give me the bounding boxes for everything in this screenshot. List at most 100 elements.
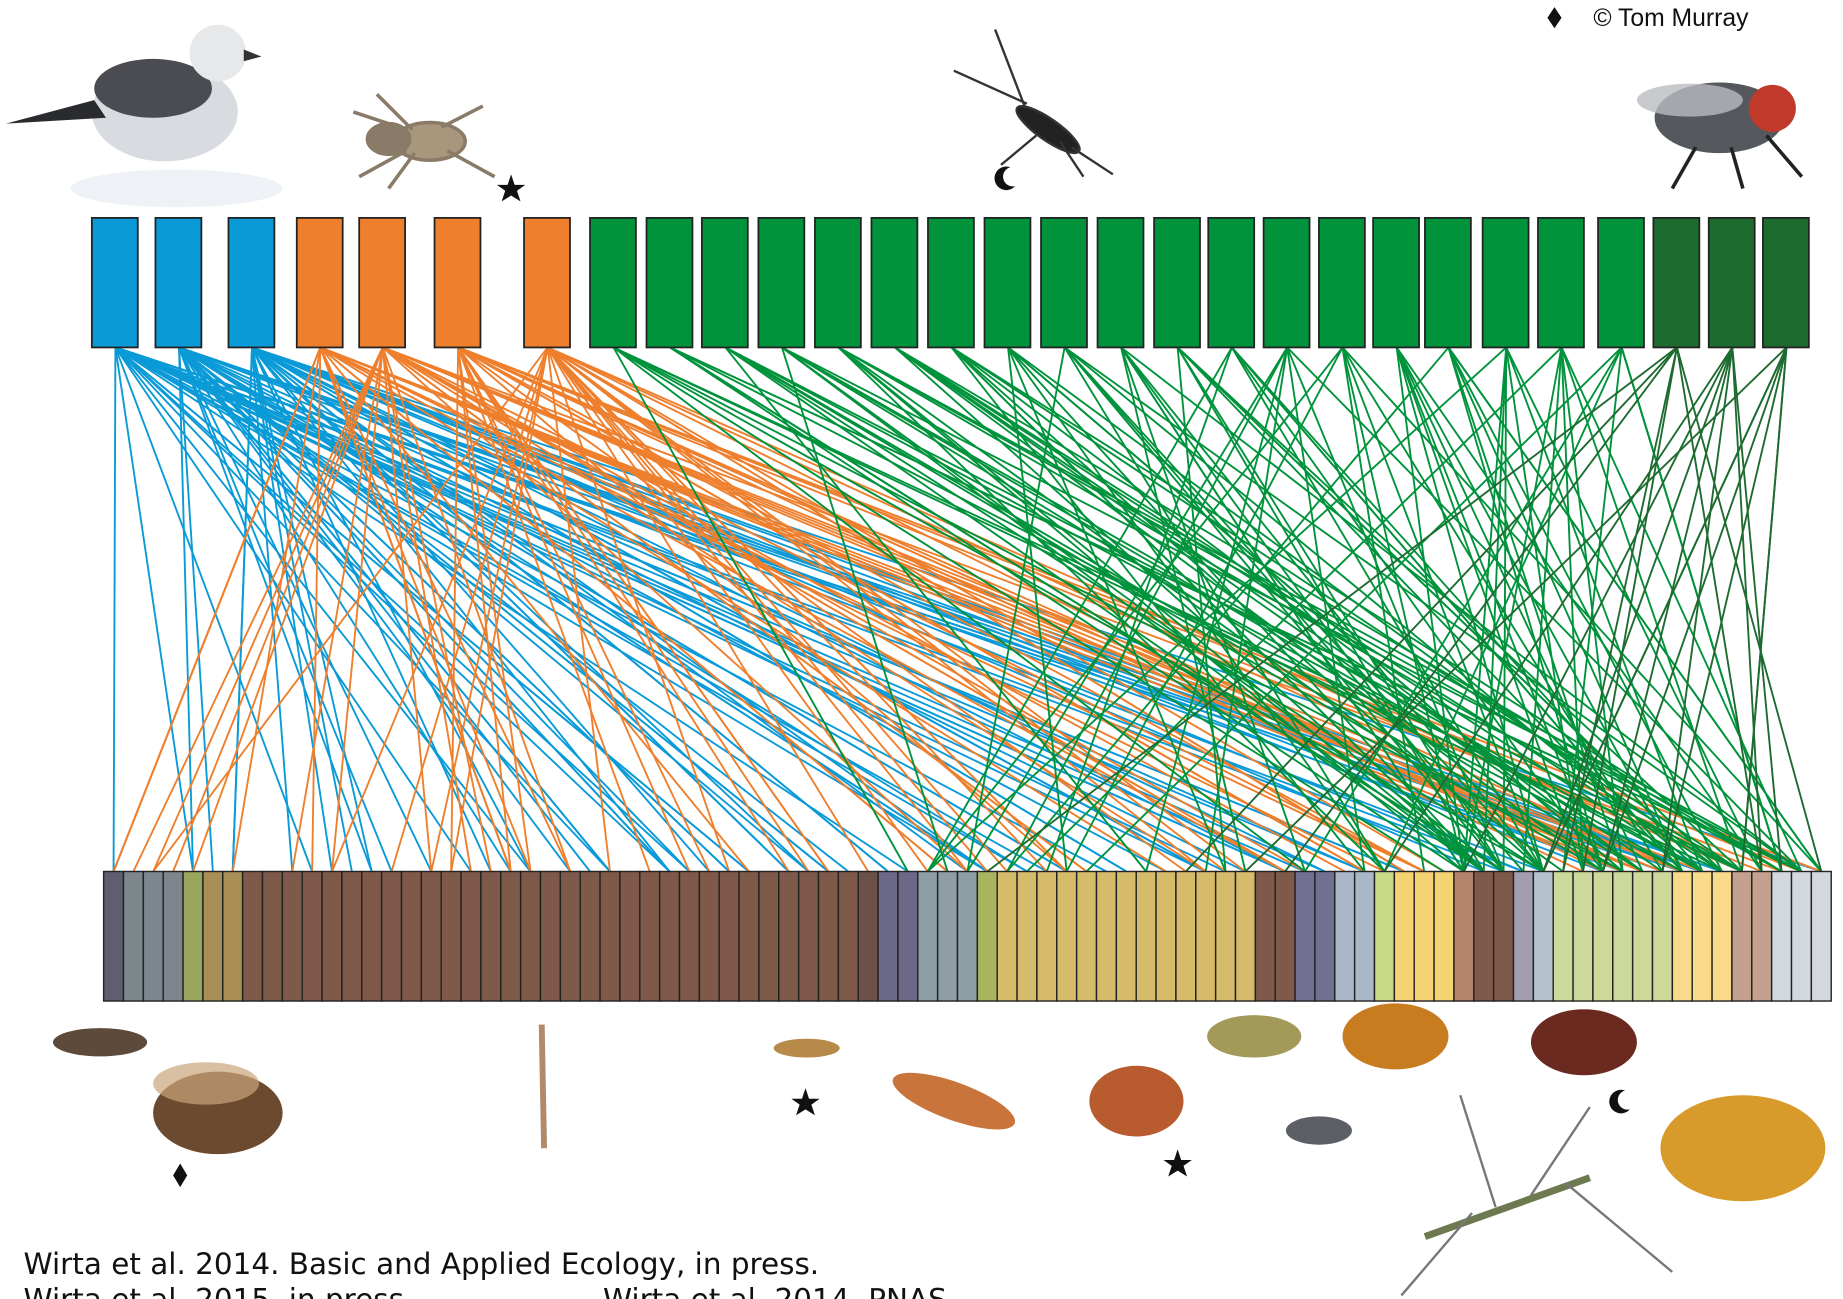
prey-node bbox=[1811, 871, 1831, 1001]
prey-node bbox=[461, 871, 481, 1001]
diamond-symbol bbox=[1547, 7, 1561, 28]
prey-node bbox=[1216, 871, 1236, 1001]
prey-node bbox=[997, 871, 1017, 1001]
predator-node bbox=[815, 218, 861, 348]
prey-node bbox=[1752, 871, 1772, 1001]
predator-node bbox=[1264, 218, 1310, 348]
prey-node bbox=[104, 871, 124, 1001]
prey-node bbox=[1633, 871, 1653, 1001]
link bbox=[1662, 347, 1732, 871]
prey-node bbox=[163, 871, 183, 1001]
prey-node bbox=[1772, 871, 1792, 1001]
prey-node bbox=[223, 871, 243, 1001]
prey-node bbox=[1156, 871, 1176, 1001]
fly-image bbox=[1637, 82, 1802, 188]
predator-node bbox=[1709, 218, 1755, 348]
predator-node bbox=[435, 218, 481, 348]
predator-node bbox=[1483, 218, 1529, 348]
predator-node bbox=[524, 218, 570, 348]
page: {"credit": "© Tom Murray", "references":… bbox=[0, 0, 1843, 1299]
predator-node bbox=[871, 218, 917, 348]
prey-node bbox=[481, 871, 501, 1001]
predator-node bbox=[1208, 218, 1254, 348]
prey-node bbox=[878, 871, 898, 1001]
prey-node bbox=[183, 871, 203, 1001]
predator-node bbox=[1763, 218, 1809, 348]
prey-node bbox=[560, 871, 580, 1001]
prey-node bbox=[600, 871, 620, 1001]
prey-node bbox=[1097, 871, 1117, 1001]
predator-node bbox=[1098, 218, 1144, 348]
star-symbol bbox=[497, 174, 525, 201]
predator-node bbox=[155, 218, 201, 348]
prey-node bbox=[262, 871, 282, 1001]
prey-node bbox=[1116, 871, 1136, 1001]
prey-node bbox=[1077, 871, 1097, 1001]
prey-node bbox=[620, 871, 640, 1001]
prey-node bbox=[898, 871, 918, 1001]
food-web: © Tom Murray bbox=[0, 0, 1843, 1299]
predator-node bbox=[702, 218, 748, 348]
prey-node bbox=[1533, 871, 1553, 1001]
prey-node bbox=[1494, 871, 1514, 1001]
predator-node bbox=[1538, 218, 1584, 348]
predator-node bbox=[1653, 218, 1699, 348]
predator-node bbox=[1319, 218, 1365, 348]
prey-node bbox=[1017, 871, 1037, 1001]
photo-credit: © Tom Murray bbox=[1593, 5, 1749, 32]
prey-node bbox=[779, 871, 799, 1001]
prey-node bbox=[838, 871, 858, 1001]
prey-nodes bbox=[104, 871, 1832, 1001]
link bbox=[1008, 347, 1623, 871]
reference: Wirta et al. 2014. PNAS bbox=[603, 1283, 947, 1299]
moon-symbol bbox=[995, 167, 1016, 191]
prey-node bbox=[1315, 871, 1335, 1001]
prey-node bbox=[799, 871, 819, 1001]
link bbox=[153, 347, 382, 871]
prey-node bbox=[1553, 871, 1573, 1001]
prey-node bbox=[501, 871, 521, 1001]
prey-node bbox=[1176, 871, 1196, 1001]
prey-node bbox=[1434, 871, 1454, 1001]
predator-node bbox=[1425, 218, 1471, 348]
prey-node bbox=[1692, 871, 1712, 1001]
prey-node bbox=[302, 871, 322, 1001]
prey-node bbox=[1375, 871, 1395, 1001]
predator-nodes bbox=[92, 218, 1809, 348]
prey-node bbox=[977, 871, 997, 1001]
prey-node bbox=[759, 871, 779, 1001]
prey-node bbox=[1394, 871, 1414, 1001]
prey-node bbox=[1653, 871, 1673, 1001]
star-symbol bbox=[791, 1088, 819, 1115]
prey-node bbox=[1414, 871, 1434, 1001]
reference: Wirta et al. 2014. Basic and Applied Eco… bbox=[24, 1247, 820, 1281]
prey-node bbox=[1295, 871, 1315, 1001]
predator-node bbox=[647, 218, 693, 348]
prey-node bbox=[1573, 871, 1593, 1001]
prey-node bbox=[1514, 871, 1534, 1001]
prey-node bbox=[421, 871, 441, 1001]
prey-node bbox=[203, 871, 223, 1001]
prey-node bbox=[362, 871, 382, 1001]
prey-node bbox=[957, 871, 977, 1001]
prey-node bbox=[342, 871, 362, 1001]
prey-node bbox=[143, 871, 163, 1001]
link bbox=[332, 347, 548, 871]
predator-node bbox=[1373, 218, 1419, 348]
predator-node bbox=[359, 218, 405, 348]
links bbox=[114, 347, 1822, 871]
prey-node bbox=[1792, 871, 1812, 1001]
link bbox=[1603, 347, 1732, 871]
predator-node bbox=[297, 218, 343, 348]
prey-node bbox=[282, 871, 302, 1001]
prey-node bbox=[1136, 871, 1156, 1001]
prey-node bbox=[123, 871, 143, 1001]
prey-node bbox=[1236, 871, 1256, 1001]
star-symbol bbox=[1164, 1149, 1192, 1176]
prey-node bbox=[918, 871, 938, 1001]
bird-image bbox=[6, 25, 283, 208]
diamond-symbol bbox=[173, 1164, 187, 1188]
predator-node bbox=[1154, 218, 1200, 348]
prey-node bbox=[699, 871, 719, 1001]
prey-node bbox=[818, 871, 838, 1001]
